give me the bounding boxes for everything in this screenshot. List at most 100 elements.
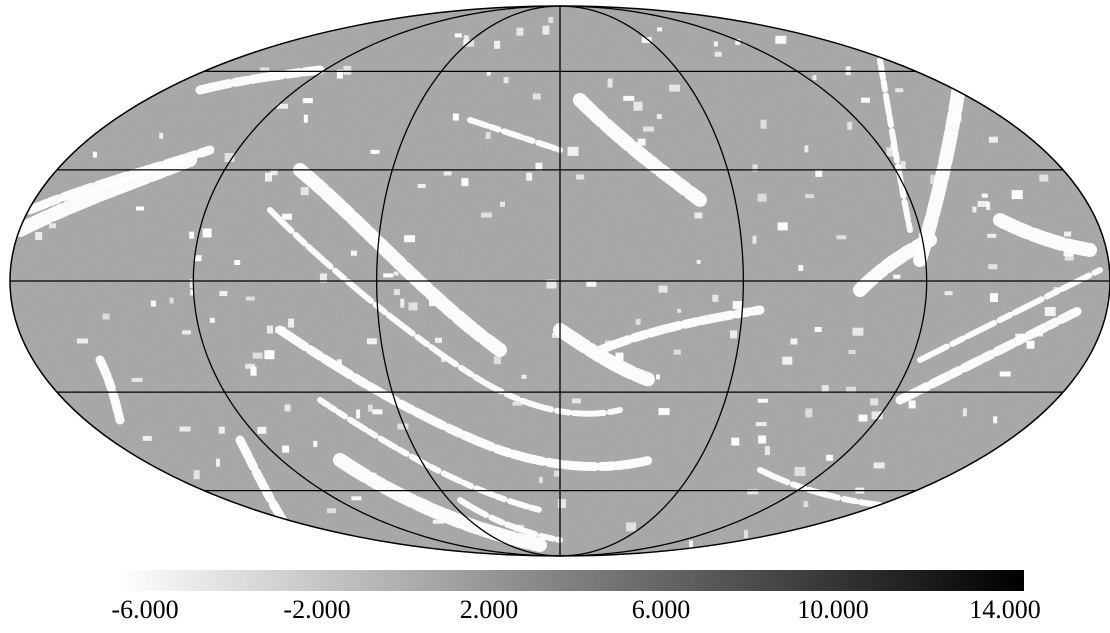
bright-streak — [895, 305, 1085, 405]
bright-speckle — [571, 398, 581, 404]
bright-speckle — [782, 356, 793, 365]
bright-speckle — [656, 374, 660, 380]
bright-speckle — [179, 426, 191, 432]
bright-speckle — [1053, 287, 1063, 292]
bright-speckle — [150, 300, 156, 307]
bright-speckle — [92, 151, 97, 158]
bright-streak — [25, 145, 215, 215]
colorbar-tick-label: -6.000 — [111, 595, 179, 624]
bright-speckle — [804, 145, 809, 153]
bright-speckle — [1015, 333, 1027, 342]
bright-speckle — [303, 114, 308, 123]
bright-speckle — [658, 285, 668, 293]
bright-speckle — [576, 174, 585, 180]
bright-speckle — [988, 136, 998, 143]
bright-streak — [333, 453, 547, 552]
bright-streak — [13, 153, 197, 237]
bright-speckle — [871, 411, 883, 420]
colorbar-tick-label: 14.000 — [969, 595, 1041, 624]
bright-speckle — [632, 149, 639, 155]
bright-speckle — [400, 298, 405, 308]
bright-speckle — [658, 408, 670, 416]
bright-streak — [275, 325, 655, 472]
bright-speckle — [441, 358, 446, 363]
bright-speckle — [553, 470, 560, 477]
bright-speckle — [193, 470, 200, 480]
bright-speckle — [367, 404, 373, 412]
bright-speckle — [136, 206, 145, 211]
bright-speckle — [476, 440, 485, 446]
bright-speckle — [637, 138, 646, 146]
bright-speckle — [493, 356, 501, 365]
bright-speckle — [245, 363, 256, 369]
mollweide-map — [9, 5, 1110, 557]
bright-speckle — [264, 350, 275, 360]
bright-speckle — [656, 114, 662, 120]
bright-speckle — [689, 540, 693, 549]
bright-speckle — [732, 301, 743, 309]
colorbar — [118, 570, 1024, 591]
bright-speckle — [538, 477, 543, 484]
bright-speckle — [993, 416, 998, 424]
map-outline — [9, 5, 1110, 557]
bright-speckle — [512, 401, 523, 406]
bright-speckle — [900, 161, 906, 170]
bright-speckle — [643, 126, 655, 132]
bright-speckle — [712, 294, 719, 302]
bright-speckle — [777, 222, 788, 231]
bright-speckle — [35, 232, 43, 241]
bright-speckle — [755, 422, 767, 427]
bright-speckle — [486, 70, 491, 76]
bright-speckle — [516, 27, 524, 36]
bright-speckle — [775, 35, 787, 44]
bright-speckle — [815, 169, 823, 177]
bright-speckle — [282, 445, 290, 453]
bright-speckle — [987, 233, 997, 238]
bright-streak — [457, 497, 563, 543]
bright-speckle — [999, 371, 1011, 377]
bright-speckle — [397, 423, 409, 430]
bright-speckle — [764, 446, 770, 456]
bright-speckle — [350, 250, 357, 256]
bright-speckle — [861, 97, 870, 103]
bright-speckle — [300, 187, 309, 196]
bright-speckle — [951, 113, 962, 123]
bright-speckle — [731, 437, 740, 446]
bright-speckle — [526, 172, 533, 181]
bright-speckle — [805, 194, 815, 199]
bright-speckle — [1064, 253, 1074, 261]
colorbar-tick-label: 6.000 — [631, 595, 691, 624]
bright-speckle — [977, 201, 989, 207]
bright-speckle — [846, 386, 856, 393]
bright-speckle — [49, 223, 57, 229]
bright-speckle — [557, 499, 566, 508]
bright-speckle — [481, 212, 492, 218]
bright-speckle — [895, 88, 904, 93]
bright-speckle — [1044, 307, 1056, 316]
bright-speckle — [803, 501, 809, 508]
bright-speckle — [194, 255, 202, 262]
bright-speckle — [159, 132, 164, 139]
bright-speckle — [267, 325, 273, 334]
bright-speckle — [586, 280, 597, 287]
bright-speckle — [461, 178, 469, 187]
bright-speckle — [443, 171, 452, 176]
bright-speckle — [930, 174, 936, 184]
bright-speckle — [521, 374, 527, 379]
bright-speckle — [730, 330, 737, 339]
bright-speckle — [169, 297, 174, 304]
bright-speckle — [102, 313, 110, 320]
bright-speckle — [313, 440, 318, 447]
bright-speckle — [677, 308, 682, 313]
bright-speckle — [696, 259, 701, 264]
bright-speckle — [962, 408, 967, 417]
bright-speckle — [757, 193, 767, 202]
bright-speckle — [408, 302, 418, 311]
bright-speckle — [372, 409, 383, 415]
bright-speckle — [633, 101, 643, 111]
bright-speckle — [257, 426, 267, 434]
bright-speckle — [870, 398, 879, 406]
bright-speckle — [836, 235, 847, 240]
bright-speckle — [404, 235, 415, 243]
bright-speckle — [626, 522, 637, 532]
